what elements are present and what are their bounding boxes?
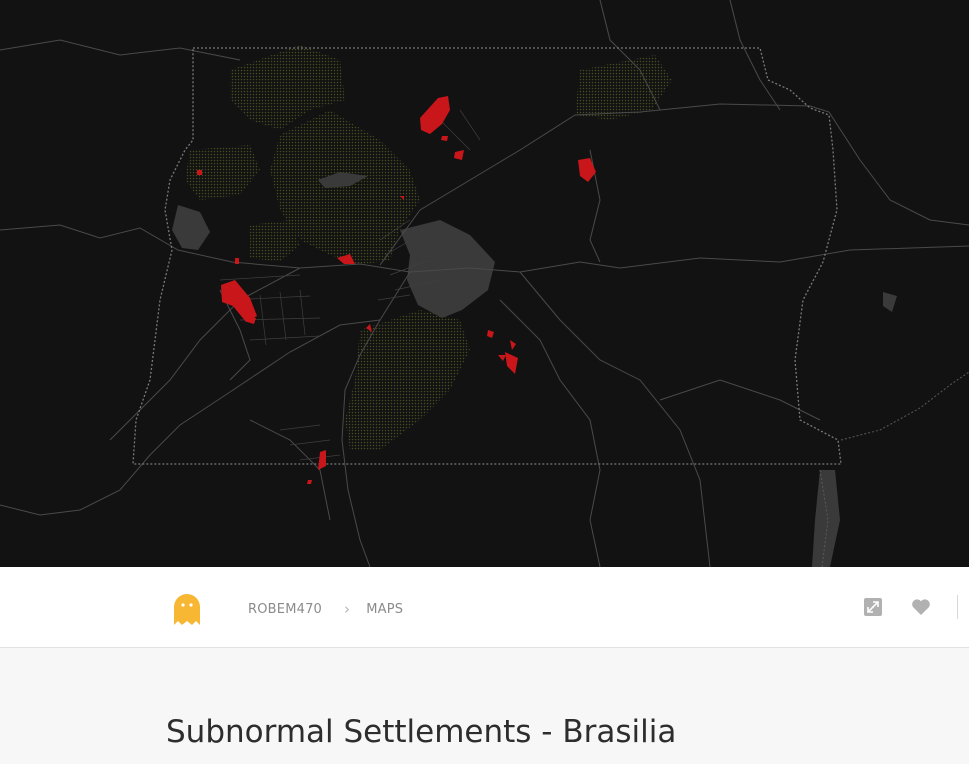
title-section: Subnormal Settlements - Brasilia [0, 648, 969, 764]
like-button[interactable] [909, 595, 933, 619]
region-edges [819, 371, 969, 567]
heart-icon [912, 599, 930, 615]
top-navbar: ROBEM470 › MAPS [0, 567, 969, 648]
page-title: Subnormal Settlements - Brasilia [166, 714, 677, 750]
settlement-areas[interactable] [197, 96, 596, 484]
breadcrumb-user[interactable]: ROBEM470 [248, 601, 323, 617]
chevron-right-icon: › [344, 600, 351, 618]
expand-icon [864, 598, 882, 616]
navbar-actions [861, 595, 969, 619]
roads [0, 0, 969, 567]
breadcrumb-maps[interactable]: MAPS [366, 601, 404, 617]
map-view[interactable] [0, 0, 969, 567]
map-canvas[interactable] [0, 0, 969, 567]
ghost-icon[interactable] [172, 592, 202, 626]
breadcrumb: ROBEM470 › MAPS [248, 600, 403, 618]
expand-button[interactable] [861, 595, 885, 619]
navbar-divider [957, 595, 958, 619]
park-areas [185, 45, 672, 450]
